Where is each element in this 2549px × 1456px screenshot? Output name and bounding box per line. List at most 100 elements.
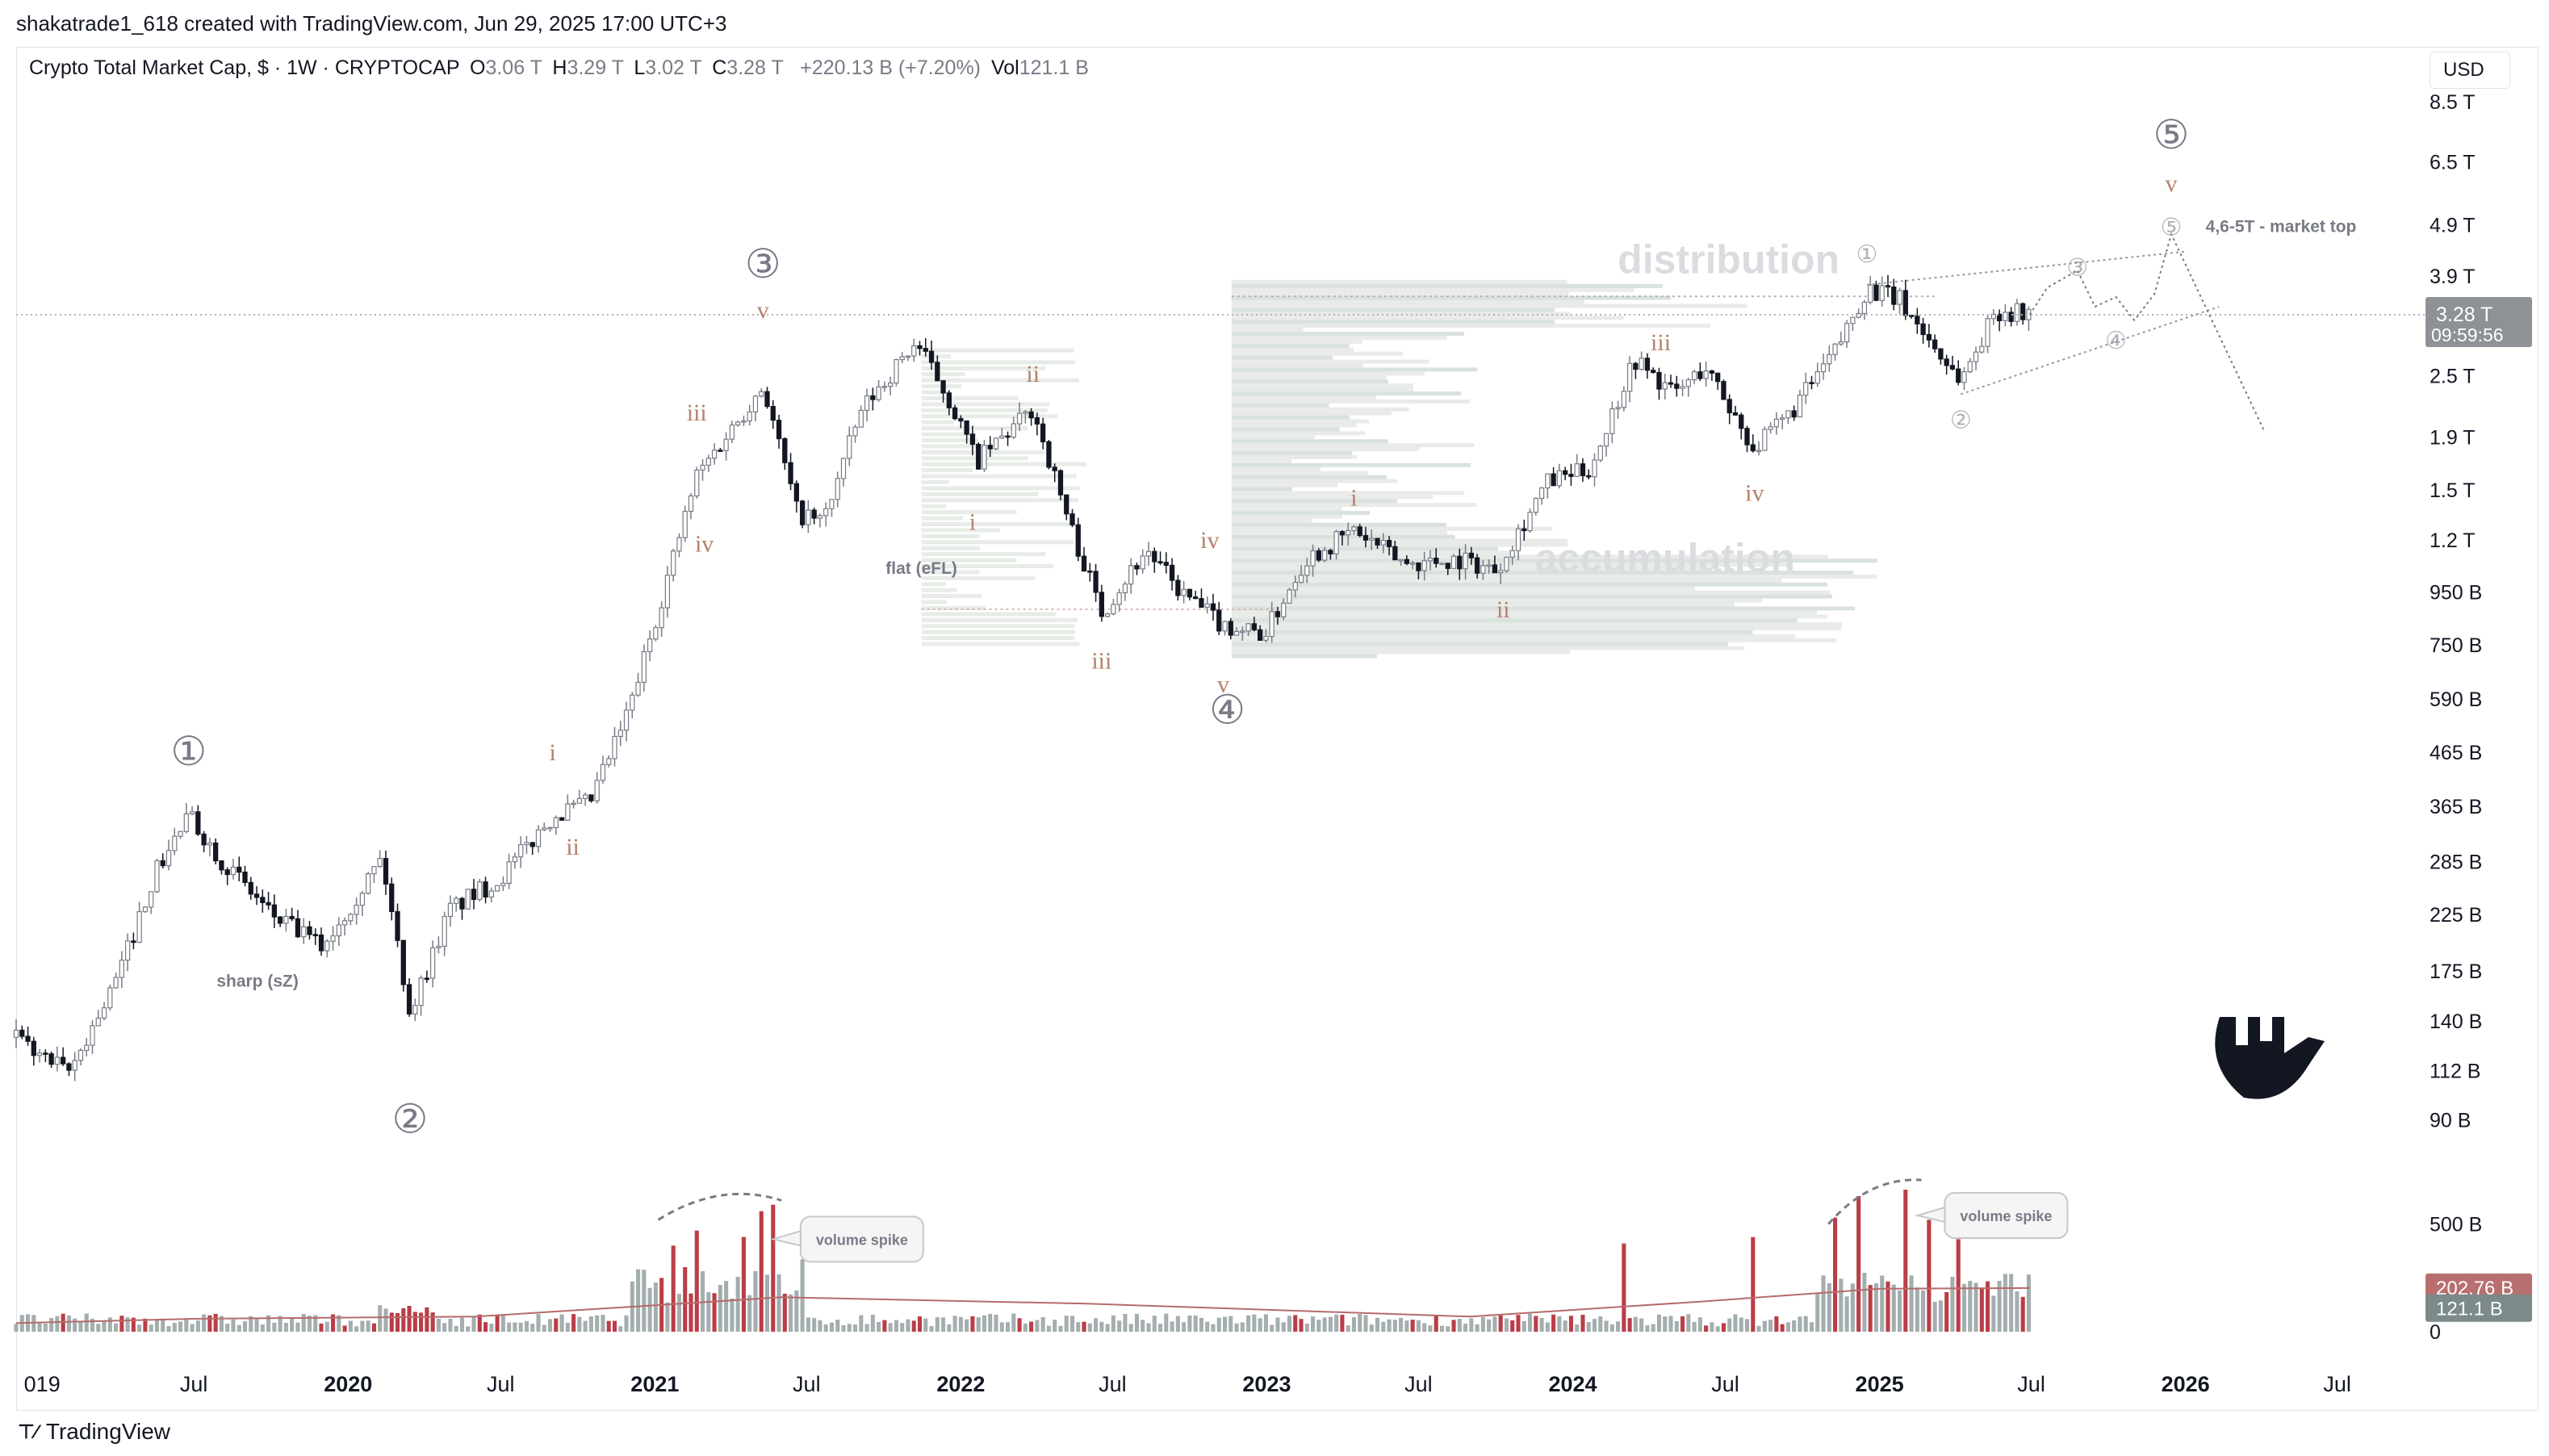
volume-bar <box>1287 1316 1292 1332</box>
volume-bar <box>1915 1287 1919 1332</box>
candle-body <box>1809 382 1814 385</box>
y-axis-tick-label: 175 B <box>2430 960 2482 983</box>
candle-body <box>371 866 377 875</box>
candle-body <box>881 386 888 388</box>
candle-body <box>705 458 711 467</box>
volume-bar <box>776 1274 781 1332</box>
candle-body <box>1621 391 1626 408</box>
candle-body <box>688 495 694 513</box>
high-label: H <box>552 56 567 79</box>
volume-bar <box>1387 1319 1392 1332</box>
candle-body <box>500 882 506 886</box>
candle-body <box>1463 552 1468 570</box>
candle-body <box>987 445 993 450</box>
candle-body <box>1245 623 1251 632</box>
candle-body <box>576 797 583 804</box>
volume-bar <box>547 1319 553 1332</box>
volume-bar <box>1487 1319 1492 1332</box>
volume-profile-bar <box>921 492 1039 496</box>
volume-profile-bar <box>1231 483 1337 487</box>
candle-body <box>776 420 782 440</box>
volume-profile-bar <box>921 630 1075 634</box>
volume-bar <box>119 1316 124 1332</box>
volume-profile-bar <box>921 612 1057 617</box>
volume-profile-bar <box>1231 614 1827 619</box>
volume-bar <box>612 1320 617 1332</box>
candle-body <box>840 458 847 479</box>
volume-bar <box>1428 1325 1433 1332</box>
candle-body <box>1269 611 1274 638</box>
volume-bar <box>1492 1316 1497 1332</box>
volume-bar <box>653 1282 658 1332</box>
volume-bar <box>1686 1314 1691 1332</box>
volume-bar <box>272 1322 277 1332</box>
candle-body <box>1949 365 1956 370</box>
callout-text: volume spike <box>1960 1208 2052 1224</box>
candle-body <box>923 348 928 352</box>
high-value: 3.29 T <box>567 56 624 79</box>
volume-profile-bar <box>1231 622 1843 627</box>
volume-bar <box>1968 1281 1973 1332</box>
volume-profile-bar <box>1231 499 1397 504</box>
volume-bar <box>1785 1322 1790 1332</box>
candle-body <box>1351 526 1357 532</box>
candle-body <box>1639 358 1644 370</box>
volume-bar <box>242 1321 248 1332</box>
volume-profile-bar <box>921 414 1058 419</box>
candle-body <box>565 803 571 821</box>
volume-bar <box>542 1324 546 1332</box>
x-axis-tick-label: Jul <box>1711 1372 1739 1396</box>
volume-bar <box>1627 1318 1632 1332</box>
volume-bar <box>706 1291 711 1332</box>
symbol-title[interactable]: Crypto Total Market Cap, $ · 1W · CRYPTO… <box>29 56 460 79</box>
y-axis-tick-label: 590 B <box>2430 688 2482 711</box>
candle-body <box>976 443 982 470</box>
volume-profile-bar <box>1231 411 1392 416</box>
candle-body <box>2014 303 2020 322</box>
candle-body <box>119 960 124 978</box>
candle-body <box>870 395 876 400</box>
candle-body <box>1762 429 1768 451</box>
candle-body <box>1691 371 1697 381</box>
candle-body <box>207 842 213 846</box>
volume-profile-bar <box>1231 630 1753 634</box>
volume-profile-bar <box>1231 586 1695 591</box>
candle-body <box>876 386 881 400</box>
candle-body <box>1915 316 1920 324</box>
x-axis-tick-label: 2026 <box>2162 1372 2210 1396</box>
candle-body <box>1703 370 1709 379</box>
volume-profile-bar <box>1231 320 1555 324</box>
volume-bar <box>1275 1317 1280 1332</box>
volume-bar <box>1017 1318 1022 1332</box>
candle-body <box>764 391 770 408</box>
volume-profile-bar <box>921 378 1080 383</box>
candle-body <box>442 915 447 948</box>
volume-bar <box>342 1325 347 1332</box>
volume-profile-bar <box>1231 518 1312 523</box>
candle-body <box>424 977 430 981</box>
volume-profile-bar <box>1231 335 1447 340</box>
symbol-header: Crypto Total Market Cap, $ · 1W · CRYPTO… <box>29 56 1089 80</box>
volume-bar <box>1844 1296 1849 1332</box>
candle-body <box>25 1036 31 1042</box>
candle-body <box>1216 609 1222 632</box>
volume-profile-bar <box>921 642 1080 646</box>
volume-bar <box>1170 1321 1174 1332</box>
candle-body <box>993 437 999 450</box>
footer-brand[interactable]: ⊤⁄ TradingView <box>18 1419 170 1445</box>
candle-body <box>1034 417 1040 425</box>
volume-profile-bar <box>921 456 1028 461</box>
volume-bar <box>1715 1326 1720 1332</box>
candle-body <box>160 860 165 867</box>
minor-wave-label: ii <box>566 834 580 860</box>
volume-bar <box>1986 1281 1990 1332</box>
candle-body <box>1104 613 1111 617</box>
volume-profile-bar <box>1231 287 1634 292</box>
currency-button[interactable]: USD <box>2430 52 2510 89</box>
volume-bar <box>1011 1313 1016 1332</box>
volume-bar <box>295 1322 300 1332</box>
volume-profile-bar <box>921 617 1078 622</box>
volume-bar <box>1040 1316 1045 1332</box>
candle-body <box>1075 524 1081 557</box>
